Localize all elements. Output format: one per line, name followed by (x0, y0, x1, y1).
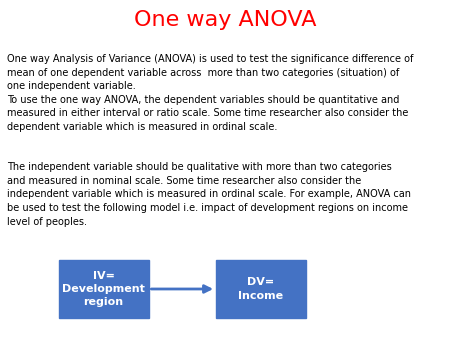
Text: One way ANOVA: One way ANOVA (134, 10, 316, 30)
Text: DV=
Income: DV= Income (238, 277, 284, 300)
FancyBboxPatch shape (58, 260, 148, 318)
Text: The independent variable should be qualitative with more than two categories
and: The independent variable should be quali… (7, 162, 411, 227)
FancyArrowPatch shape (151, 286, 210, 292)
Text: IV=
Development
region: IV= Development region (62, 271, 145, 307)
FancyBboxPatch shape (216, 260, 306, 318)
Text: One way Analysis of Variance (ANOVA) is used to test the significance difference: One way Analysis of Variance (ANOVA) is … (7, 54, 413, 132)
